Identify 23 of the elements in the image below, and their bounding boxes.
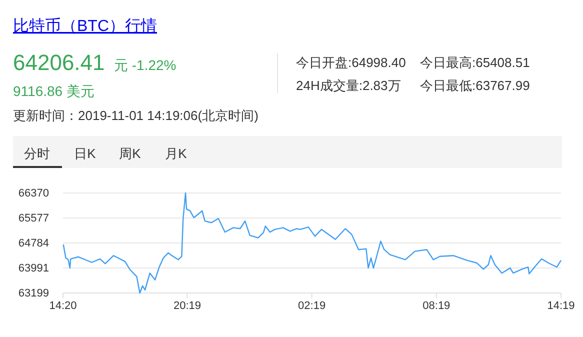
text: 分时 [24,146,50,161]
text: 今日最高:65408.51 [420,55,530,70]
x-tick-label: 08:19 [422,300,450,312]
x-tick-label: 14:19 [547,300,575,312]
text: 日K [74,146,96,161]
x-tick-label: 02:19 [298,300,326,312]
y-tick-label: 64784 [18,238,49,250]
text: 周K [119,146,142,161]
x-tick-label: 14:20 [49,300,77,312]
y-tick-label: 63991 [18,262,49,275]
text: 64206.41 [13,50,105,75]
text: 今日开盘:64998.40 [296,55,406,70]
text: 月K [165,146,188,161]
x-tick-label: 20:19 [173,300,202,312]
y-tick-label: 63199 [18,288,49,300]
text: 9116.86 美元 [13,83,94,99]
text: 24H成交量:2.83万 [296,78,401,93]
text: 更新时间：2019-11-01 14:19:06(北京时间) [13,108,258,123]
y-tick-label: 66370 [18,188,49,200]
text: 今日最低:63767.99 [420,78,530,93]
chart-title: 比特币（BTC）行情 [13,17,157,35]
text: 元 -1.22% [114,57,176,73]
y-tick-label: 65577 [18,212,49,225]
